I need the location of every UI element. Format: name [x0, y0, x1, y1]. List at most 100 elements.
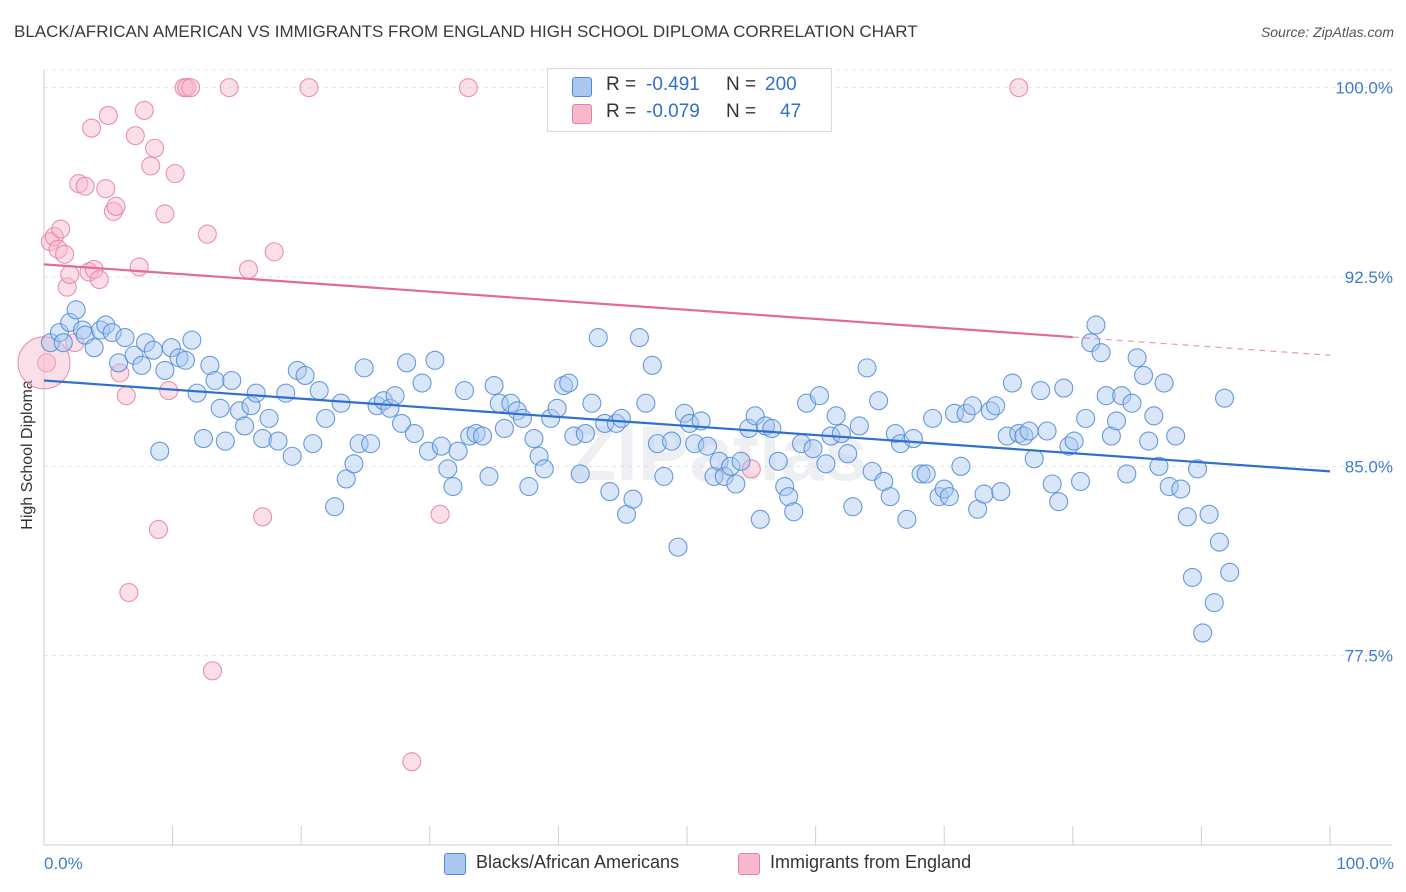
- trend-lines: [43, 263, 1331, 473]
- black-point: [564, 426, 584, 446]
- axes: [43, 70, 1392, 846]
- black-point: [443, 476, 463, 497]
- england-point: [264, 242, 284, 262]
- black-point: [524, 429, 544, 449]
- black-point: [143, 340, 163, 360]
- black-point: [53, 333, 73, 353]
- england-point: [60, 264, 80, 285]
- england-point: [238, 259, 259, 279]
- black-point: [1182, 567, 1202, 587]
- england-point: [402, 752, 422, 772]
- black-point: [709, 451, 729, 471]
- black-point: [479, 466, 499, 486]
- y-tick-label: 92.5%: [1345, 268, 1393, 287]
- black-point: [404, 423, 424, 444]
- black-point: [826, 406, 846, 426]
- black-point: [1149, 456, 1169, 476]
- black-point: [997, 426, 1017, 446]
- black-point: [1002, 373, 1022, 393]
- black-point: [210, 398, 230, 418]
- black-point: [680, 413, 700, 433]
- y-tick-label: 85.0%: [1345, 457, 1393, 476]
- black-point: [1037, 421, 1057, 441]
- black-point: [784, 502, 804, 522]
- black-point: [775, 476, 795, 497]
- black-point: [529, 446, 549, 466]
- england-point: [430, 504, 450, 524]
- england-point: [110, 363, 130, 383]
- england-point: [134, 100, 154, 120]
- black-point: [880, 487, 900, 507]
- england-trend-extension: [1072, 336, 1331, 356]
- black-point: [155, 360, 175, 380]
- black-point: [241, 396, 261, 416]
- england-point: [119, 583, 139, 603]
- black-point: [1091, 343, 1111, 363]
- black-point: [1064, 431, 1084, 451]
- black-point: [838, 444, 858, 464]
- black-point: [1154, 373, 1174, 393]
- black-point: [454, 381, 475, 401]
- england-point: [145, 138, 165, 158]
- england-point: [103, 201, 123, 221]
- black-point: [1086, 315, 1106, 335]
- black-point: [205, 370, 225, 391]
- bottom-legend-black-label: Blacks/African Americans: [476, 852, 680, 872]
- black-point: [1122, 393, 1142, 413]
- black-point: [1171, 479, 1191, 499]
- black-point: [448, 441, 468, 461]
- black-point: [215, 431, 235, 451]
- legend-r-value: -0.079: [646, 101, 700, 122]
- bottom-swatch-black: [444, 853, 466, 875]
- black-point: [816, 454, 836, 474]
- black-point: [1101, 426, 1121, 446]
- black-point: [1209, 532, 1229, 552]
- black-point: [1031, 381, 1051, 401]
- england-point: [299, 78, 319, 98]
- black-point: [588, 328, 608, 348]
- black-point: [1019, 421, 1039, 441]
- england-point: [125, 126, 145, 146]
- black-point: [944, 403, 965, 423]
- black-point: [1187, 459, 1208, 479]
- black-point: [316, 408, 336, 428]
- black-point: [96, 315, 116, 335]
- black-point: [182, 330, 202, 350]
- black-point: [84, 338, 104, 358]
- black-point: [1059, 436, 1079, 456]
- england-point: [82, 118, 102, 138]
- england-point: [75, 176, 95, 196]
- black-point: [349, 434, 369, 454]
- correlation-legend: R = -0.491 N = 200 R = -0.079 N = 47: [547, 68, 832, 132]
- black-point: [1193, 623, 1213, 643]
- x-tick-right: 100.0%: [1336, 854, 1394, 873]
- black-point: [1127, 348, 1147, 368]
- legend-r-value: -0.491: [646, 74, 700, 95]
- black-point: [175, 350, 196, 370]
- black-point: [1024, 449, 1044, 469]
- black-point: [662, 431, 682, 451]
- source-label: Source: ZipAtlas.com: [1260, 24, 1394, 40]
- england-point: [40, 232, 60, 252]
- bottom-legend-england-label: Immigrants from England: [770, 852, 972, 872]
- y-tick-label: 77.5%: [1345, 647, 1393, 666]
- black-point: [991, 482, 1011, 502]
- black-point: [268, 431, 288, 451]
- black-point: [494, 418, 514, 439]
- black-point: [412, 373, 432, 393]
- black-point: [636, 393, 656, 413]
- black-point: [559, 373, 579, 393]
- black-point: [109, 353, 129, 373]
- black-point: [647, 434, 667, 454]
- black-point: [1117, 464, 1137, 484]
- black-point: [229, 401, 250, 421]
- black-point: [295, 365, 315, 386]
- black-point: [1070, 471, 1091, 492]
- black-point: [397, 353, 417, 373]
- black-point: [344, 454, 364, 474]
- black-point: [768, 451, 788, 471]
- black-point: [418, 441, 439, 461]
- black-point: [600, 482, 620, 502]
- black-point: [897, 509, 917, 529]
- black-point: [49, 322, 69, 343]
